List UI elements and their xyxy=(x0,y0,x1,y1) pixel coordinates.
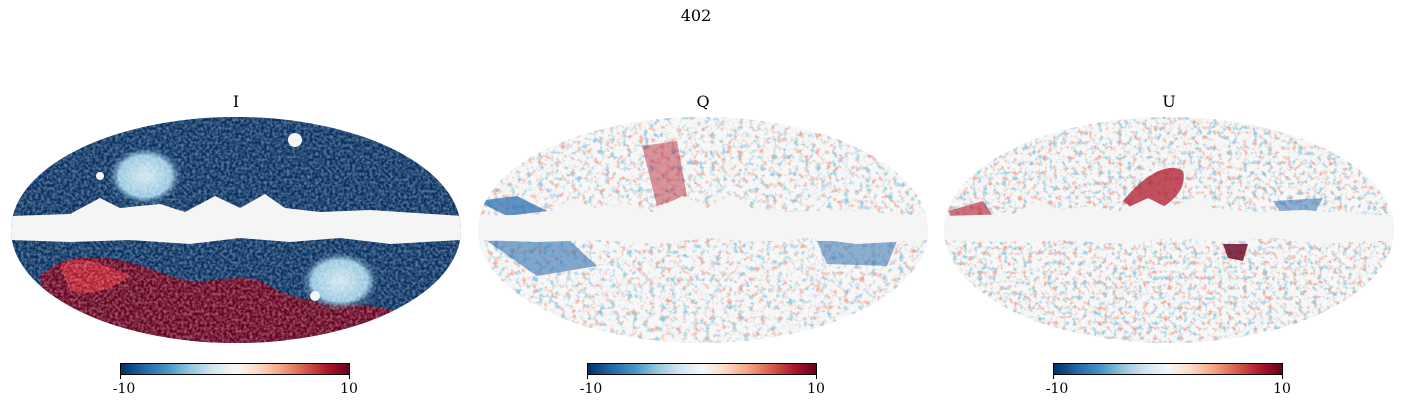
panel-u: U -10 10 xyxy=(943,88,1395,409)
colorbar-max-label-i: 10 xyxy=(340,381,358,397)
colorbar-max-label-q: 10 xyxy=(807,381,825,397)
colorbar-tick-max-i xyxy=(349,374,350,379)
mollweide-map-q xyxy=(478,117,928,343)
colorbar-tick-max-u xyxy=(1282,374,1283,379)
colorbar-u xyxy=(1053,363,1283,375)
colorbar-max-label-u: 10 xyxy=(1273,381,1291,397)
colorbar-i xyxy=(120,363,350,375)
colorbar-min-label-u: -10 xyxy=(1045,381,1069,397)
mollweide-map-u xyxy=(944,117,1394,343)
panel-title-i: I xyxy=(232,92,240,111)
panel-q: Q -10 10 xyxy=(477,88,929,409)
colorbar-tick-min-u xyxy=(1053,374,1054,379)
colorbar-min-label-i: -10 xyxy=(112,381,136,397)
mollweide-map-i xyxy=(11,117,461,343)
panel-title-u: U xyxy=(1162,92,1176,111)
suptitle: 402 xyxy=(680,6,712,25)
colorbar-tick-min-q xyxy=(587,374,588,379)
colorbar-q xyxy=(587,363,817,375)
colorbar-tick-min-i xyxy=(120,374,121,379)
panel-i: I xyxy=(10,88,462,409)
colorbar-min-label-q: -10 xyxy=(579,381,603,397)
colorbar-tick-max-q xyxy=(816,374,817,379)
panel-title-q: Q xyxy=(696,92,710,111)
